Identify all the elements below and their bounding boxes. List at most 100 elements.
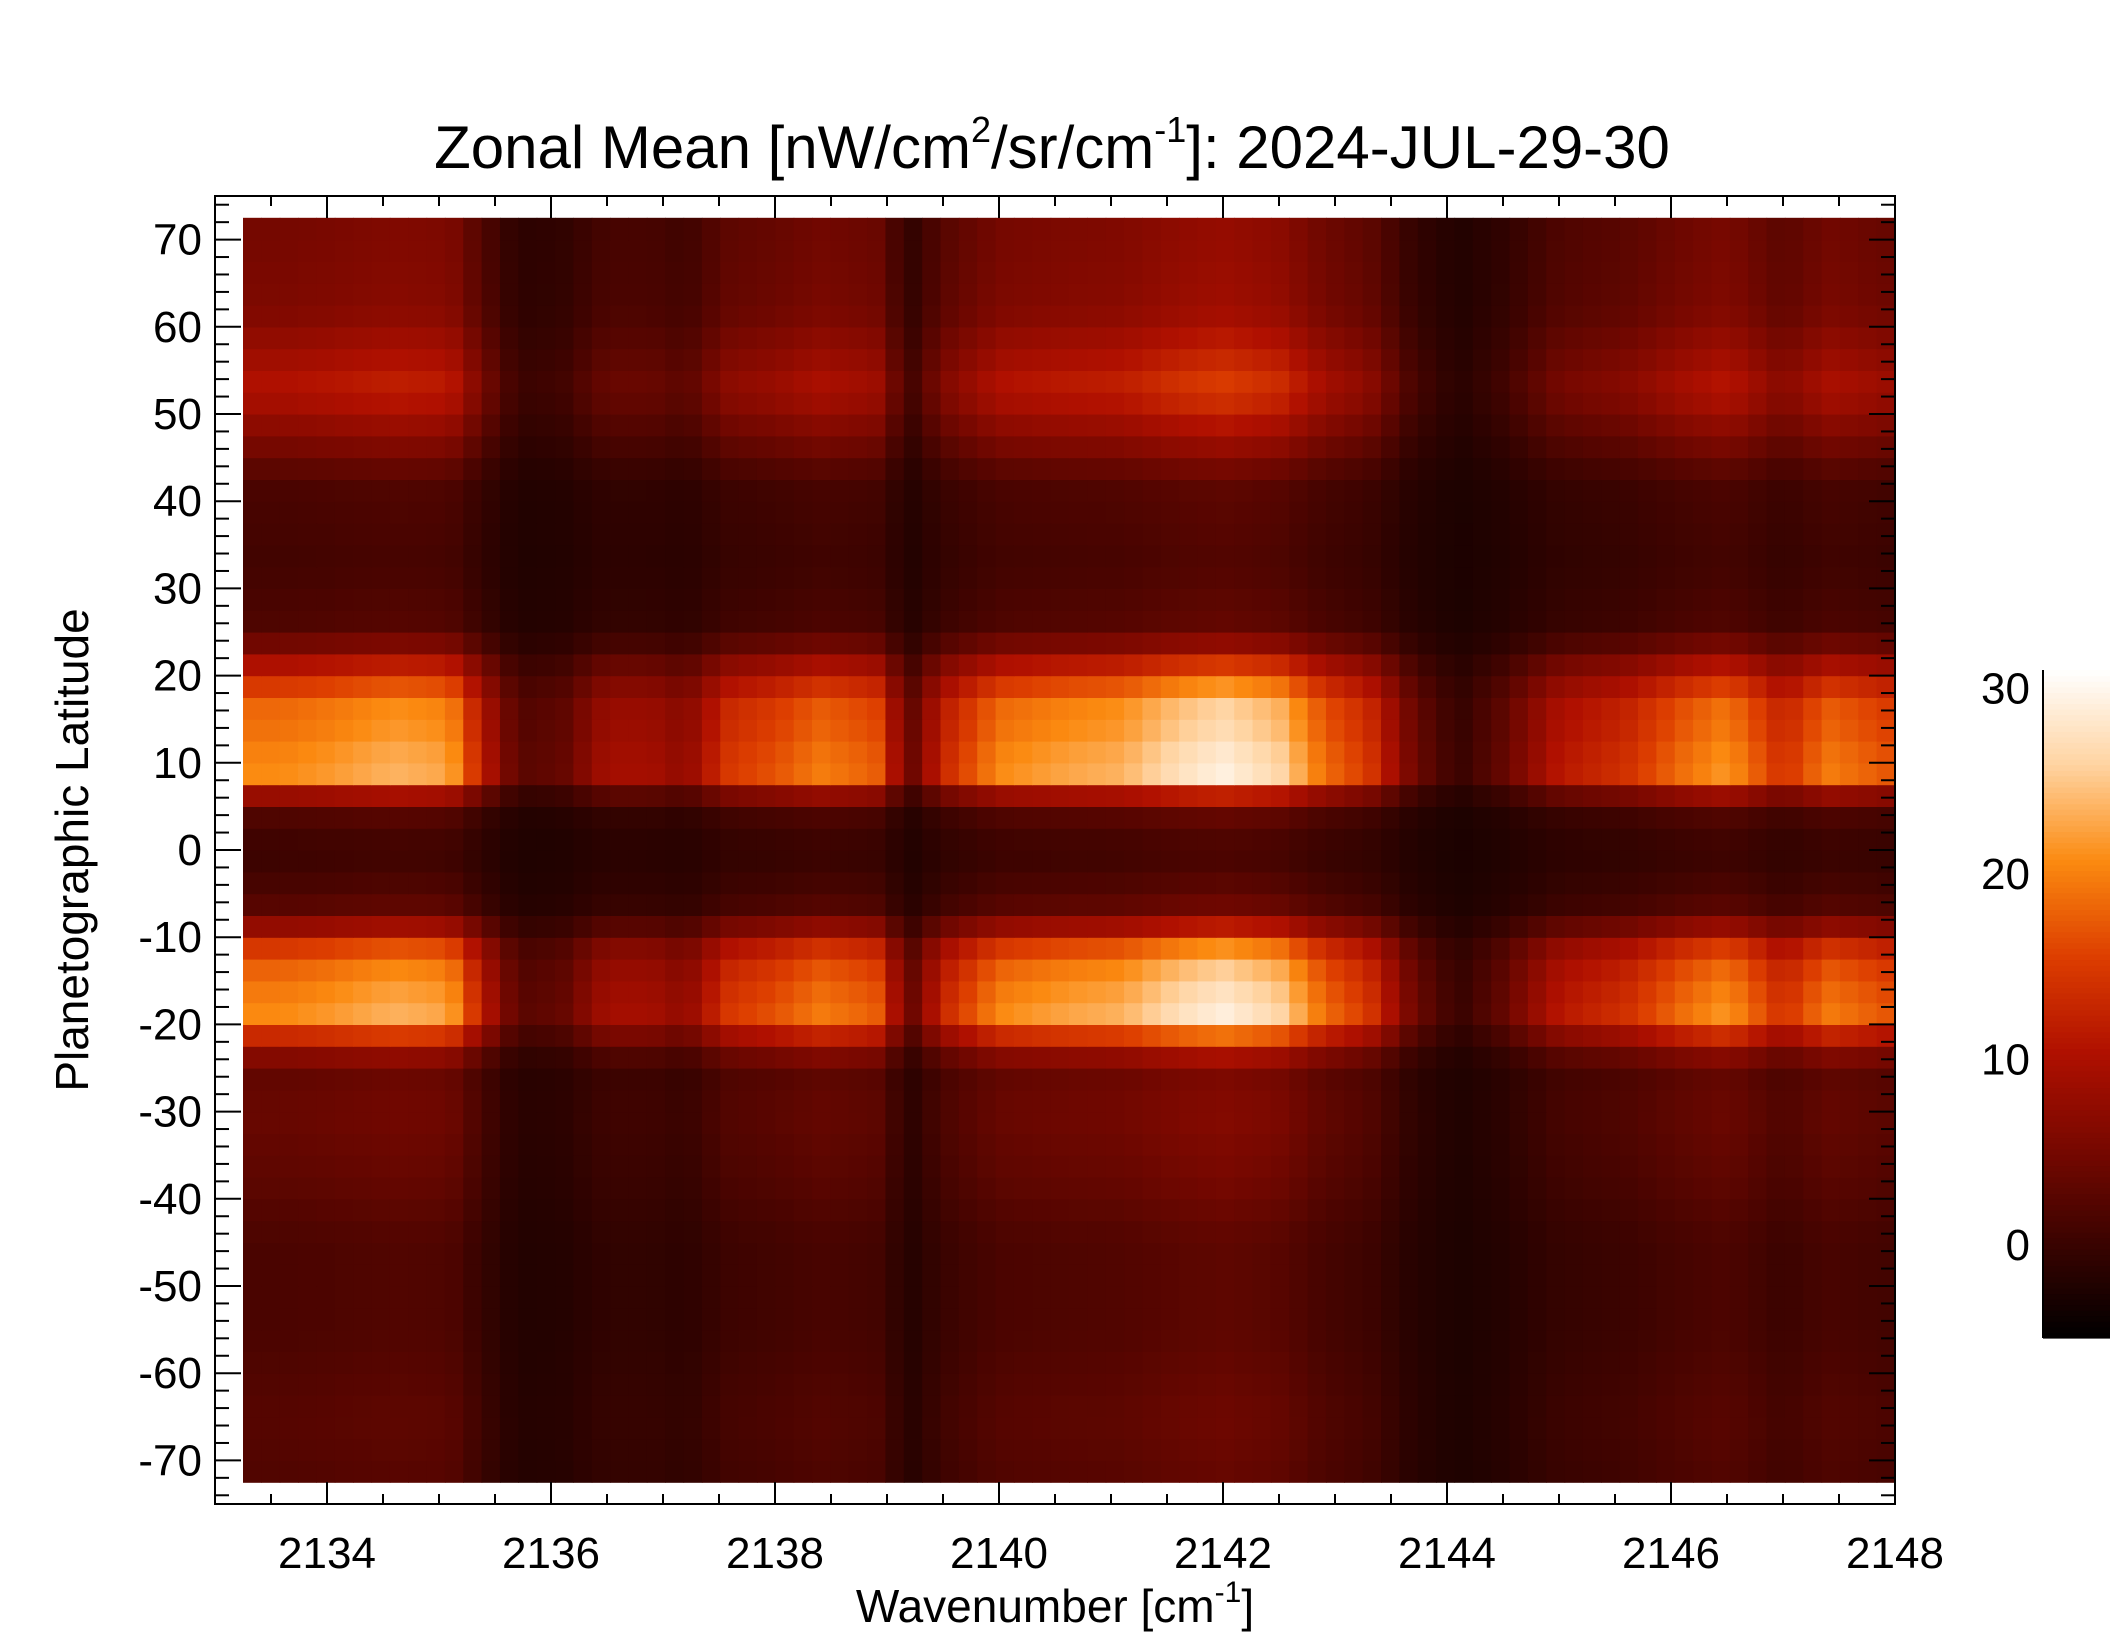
heatmap-cell bbox=[610, 762, 630, 786]
heatmap-cell bbox=[1307, 1264, 1327, 1287]
heatmap-cell bbox=[518, 959, 538, 982]
heatmap-cell bbox=[1069, 915, 1088, 938]
heatmap-cell bbox=[720, 1155, 740, 1178]
heatmap-cell bbox=[1693, 850, 1713, 873]
heatmap-cell bbox=[1381, 959, 1400, 982]
heatmap-cell bbox=[977, 871, 997, 895]
heatmap-cell bbox=[298, 1286, 318, 1309]
heatmap-cell bbox=[701, 1329, 721, 1352]
heatmap-cell bbox=[1252, 915, 1272, 938]
heatmap-cell bbox=[316, 1416, 336, 1440]
heatmap-cell bbox=[720, 806, 740, 829]
heatmap-cell bbox=[830, 1111, 850, 1134]
heatmap-cell bbox=[426, 675, 446, 698]
heatmap-cell bbox=[1693, 1460, 1713, 1483]
heatmap-cell bbox=[518, 828, 538, 851]
heatmap-cell bbox=[628, 305, 648, 328]
heatmap-cell bbox=[793, 1286, 813, 1309]
heatmap-cell bbox=[885, 1329, 905, 1352]
heatmap-cell bbox=[591, 610, 611, 633]
heatmap-cell bbox=[977, 457, 997, 480]
heatmap-cell bbox=[793, 414, 813, 437]
heatmap-cell bbox=[536, 806, 556, 829]
heatmap-cell bbox=[536, 1351, 556, 1374]
heatmap-cell bbox=[830, 980, 850, 1004]
heatmap-cell bbox=[683, 741, 703, 764]
heatmap-cell bbox=[1784, 1133, 1804, 1156]
heatmap-cell bbox=[1399, 326, 1419, 350]
heatmap-cell bbox=[1436, 1351, 1456, 1374]
heatmap-cell bbox=[1472, 1373, 1492, 1396]
heatmap-cell bbox=[1436, 1155, 1456, 1178]
heatmap-cell bbox=[1307, 544, 1327, 568]
heatmap-cell bbox=[793, 392, 813, 415]
heatmap-cell bbox=[1417, 566, 1437, 589]
heatmap-cell bbox=[353, 1264, 373, 1287]
heatmap-cell bbox=[1509, 610, 1529, 633]
heatmap-cell bbox=[1032, 1307, 1052, 1331]
heatmap-cell bbox=[444, 1068, 464, 1091]
heatmap-cell bbox=[463, 1155, 483, 1178]
heatmap-cell bbox=[298, 828, 318, 851]
heatmap-cell bbox=[444, 479, 464, 502]
heatmap-cell bbox=[1270, 566, 1290, 589]
heatmap-cell bbox=[1674, 283, 1694, 306]
heatmap-cell bbox=[1711, 1329, 1731, 1352]
heatmap-cell bbox=[1069, 326, 1088, 350]
heatmap-cell bbox=[812, 1416, 831, 1440]
heatmap-cell bbox=[1582, 283, 1602, 306]
heatmap-cell bbox=[1582, 937, 1602, 960]
heatmap-cell bbox=[977, 980, 997, 1004]
heatmap-cell bbox=[1454, 348, 1474, 371]
heatmap-cell bbox=[830, 893, 850, 916]
heatmap-cell bbox=[775, 1177, 795, 1200]
heatmap-cell bbox=[830, 697, 850, 720]
heatmap-cell bbox=[371, 501, 391, 524]
heatmap-cell bbox=[867, 457, 887, 480]
heatmap-cell bbox=[1252, 1395, 1272, 1418]
heatmap-cell bbox=[1729, 1155, 1749, 1178]
heatmap-cell bbox=[371, 1416, 391, 1440]
heatmap-cell bbox=[1472, 501, 1492, 524]
heatmap-cell bbox=[1362, 784, 1382, 807]
heatmap-cell bbox=[408, 1111, 428, 1134]
heatmap-cell bbox=[536, 1395, 556, 1418]
heatmap-cell bbox=[1784, 1264, 1804, 1287]
heatmap-cell bbox=[1748, 1002, 1768, 1025]
heatmap-cell bbox=[720, 632, 740, 655]
heatmap-cell bbox=[1546, 1460, 1566, 1483]
heatmap-cell bbox=[1307, 1024, 1327, 1047]
heatmap-cell bbox=[371, 850, 391, 873]
heatmap-cell bbox=[646, 501, 666, 524]
heatmap-cell bbox=[1638, 610, 1657, 633]
heatmap-cell bbox=[1876, 1111, 1896, 1134]
heatmap-cell bbox=[1582, 959, 1602, 982]
heatmap-cell bbox=[1215, 1307, 1235, 1331]
heatmap-cell bbox=[720, 980, 740, 1004]
heatmap-cell bbox=[481, 1068, 501, 1091]
heatmap-cell bbox=[1582, 1416, 1602, 1440]
heatmap-cell bbox=[1527, 1438, 1547, 1461]
heatmap-cell bbox=[1013, 1460, 1033, 1483]
heatmap-cell bbox=[573, 697, 593, 720]
heatmap-cell bbox=[1124, 1373, 1144, 1396]
heatmap-cell bbox=[1197, 959, 1217, 982]
heatmap-cell bbox=[298, 435, 318, 459]
heatmap-cell bbox=[334, 435, 354, 459]
heatmap-cell bbox=[1619, 1155, 1639, 1178]
heatmap-cell bbox=[1564, 784, 1584, 807]
heatmap-cell bbox=[1454, 1395, 1474, 1418]
heatmap-cell bbox=[389, 1089, 409, 1113]
heatmap-cell bbox=[1050, 305, 1070, 328]
heatmap-cell bbox=[1656, 1220, 1676, 1243]
heatmap-cell bbox=[628, 1046, 648, 1069]
heatmap-cell bbox=[1564, 980, 1584, 1004]
heatmap-cell bbox=[261, 719, 281, 742]
heatmap-cell bbox=[958, 741, 978, 764]
heatmap-cell bbox=[720, 1307, 740, 1331]
heatmap-cell bbox=[1454, 980, 1474, 1004]
heatmap-cell bbox=[628, 784, 648, 807]
heatmap-cell bbox=[1436, 871, 1456, 895]
heatmap-cell bbox=[977, 828, 997, 851]
heatmap-cell bbox=[481, 959, 501, 982]
